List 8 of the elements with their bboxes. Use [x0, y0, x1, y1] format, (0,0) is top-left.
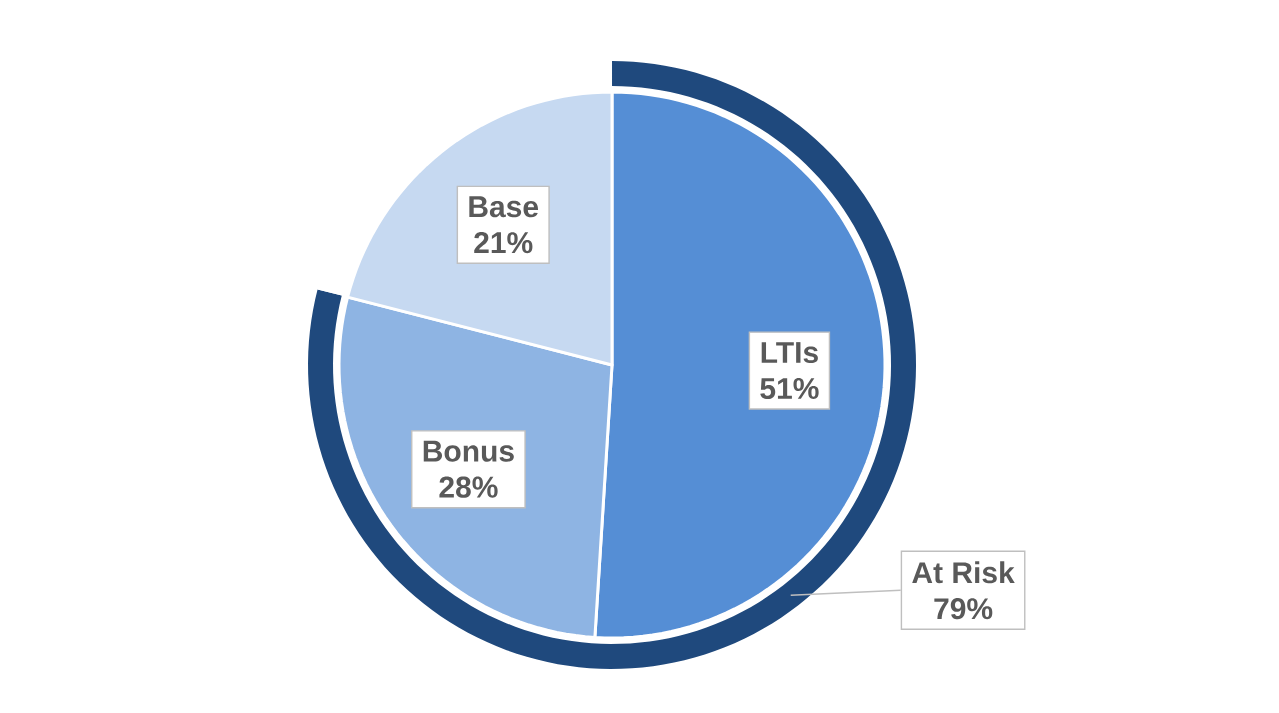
data-label: 79%: [934, 598, 993, 620]
slice-label: Base: [469, 196, 539, 218]
slice-label: Bonus: [423, 440, 514, 462]
data-label: 51%: [760, 377, 819, 400]
slice-label: At Risk: [912, 561, 1015, 584]
data-label: 28%: [439, 476, 498, 498]
data-label: 21%: [474, 232, 533, 254]
slice-label: LTIs: [761, 342, 818, 364]
